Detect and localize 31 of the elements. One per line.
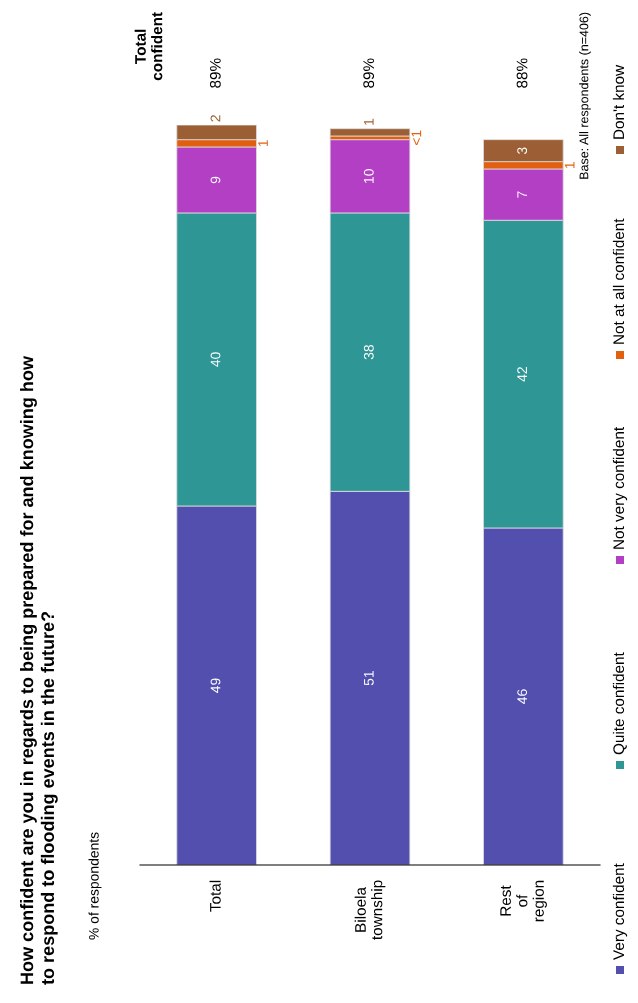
- text: Don't know: [612, 64, 625, 139]
- data-label: <1: [411, 130, 422, 146]
- text: Not at all confident: [612, 218, 625, 344]
- data-label: 49: [210, 678, 221, 693]
- text: Very confident: [612, 863, 628, 960]
- y-axis-title: % of respondents: [88, 832, 102, 940]
- x-tick-label: Biloela township: [354, 880, 386, 940]
- data-label: 46: [517, 689, 528, 704]
- bar: [329, 128, 411, 137]
- text: 88%: [516, 58, 528, 88]
- x-tick-label: Rest of region: [500, 880, 547, 922]
- data-label: 7: [517, 191, 527, 198]
- data-label: 38: [363, 345, 374, 360]
- text: Not very confident: [612, 426, 628, 549]
- data-label: 1: [258, 140, 268, 147]
- data-label: 51: [364, 671, 374, 686]
- text: Total confident: [134, 12, 163, 81]
- text: 89%: [209, 58, 221, 88]
- annotation: Base: All respondents (n=406): [579, 12, 591, 179]
- data-label: 3: [517, 147, 528, 154]
- data-label: 10: [363, 169, 374, 183]
- data-label: 9: [210, 176, 221, 184]
- data-label: 2: [210, 115, 221, 122]
- data-label: 1: [364, 118, 374, 125]
- x-tick-label: Total: [209, 880, 221, 912]
- data-label: 40: [210, 352, 221, 367]
- text: 89%: [363, 58, 375, 88]
- data-label: 42: [517, 367, 527, 382]
- text: Quite confident: [612, 652, 627, 755]
- text: How confident are you in regards to being prepared for and knowing how to respond to flooding events in the future?: [20, 355, 58, 985]
- data-label: 1: [564, 162, 575, 169]
